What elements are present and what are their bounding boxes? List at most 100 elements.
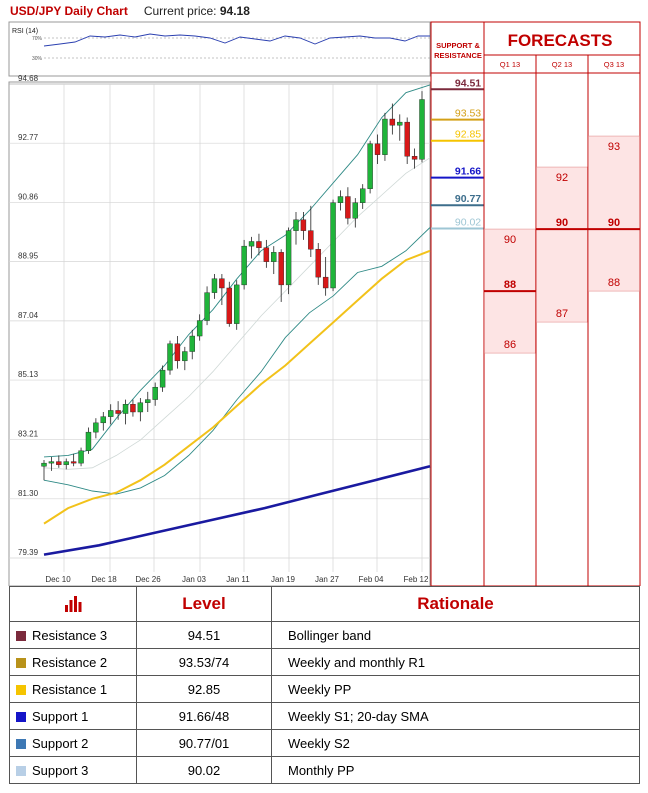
forecast-high-label: 90 [504,234,516,246]
x-tick-label: Feb 04 [359,575,384,584]
candle-body [397,121,403,126]
level-name: Resistance 1 [32,681,108,697]
table-row: Resistance 1 92.85 Weekly PP [9,675,640,703]
candle-body [159,369,166,388]
y-tick-label: 88.95 [18,252,39,261]
candle-body [285,230,292,286]
forecast-mid-label: 88 [504,279,516,291]
rsi-panel: RSI (14) 70% 30% [8,21,431,77]
x-tick-label: Feb 12 [404,575,429,584]
color-swatch [16,765,26,776]
table-row: Support 2 90.77/01 Weekly S2 [9,729,640,757]
level-value: 94.51 [136,621,272,649]
y-tick-label: 79.39 [18,548,39,557]
candle-body [63,461,69,465]
candle-body [234,284,240,324]
candle-body [196,320,203,337]
candle-body [271,252,277,262]
level-name-cell: Resistance 1 [9,675,137,703]
level-value: 93.53/74 [136,648,272,676]
forecast-low-label: 87 [556,308,568,320]
y-tick-label: 94.68 [18,74,39,83]
color-swatch [16,684,26,695]
candle-body [122,404,129,414]
candle-body [115,410,121,414]
price-frame [8,81,431,586]
current-price-value: 94.18 [219,4,250,18]
x-tick-labels: Dec 10 Dec 18 Dec 26 Jan 03 Jan 11 Jan 19 Jan … [45,575,429,584]
rationale-text: Bollinger band [271,621,640,649]
candle-body [293,219,299,231]
level-name: Support 1 [32,708,89,724]
y-tick-label: 92.77 [18,133,39,142]
sr-level-label: 90.02 [455,216,481,228]
sr-level-label: 92.85 [455,129,481,141]
sma-mid-line [43,249,431,525]
level-name-cell: Support 1 [9,702,137,730]
indicator-lines [43,84,431,556]
candle-body [382,118,388,155]
candle-body [345,196,351,219]
x-tick-label: Dec 26 [135,575,161,584]
color-swatch [16,711,26,722]
candle-body [330,202,336,289]
forecast-category-label: Q1 13 [500,60,520,69]
rationale-text: Monthly PP [271,756,640,784]
candle-body [219,278,225,289]
candle-body [389,118,396,126]
rationale-table: Level Rationale Resistance 3 94.51 Bolling… [9,586,640,784]
candle-body [352,202,358,219]
rationale-text: Weekly PP [271,675,640,703]
level-name: Resistance 3 [32,627,108,643]
candle-body [248,241,255,247]
level-name-cell: Resistance 3 [9,621,137,649]
chart-header: USD/JPY Daily Chart Current price: 94.18 [10,4,250,18]
x-tick-label: Jan 03 [182,575,207,584]
rsi-label: RSI (14) [12,28,38,35]
x-tick-label: Jan 27 [315,575,340,584]
candle-body [241,245,247,286]
candle-body [315,249,321,278]
x-tick-label: Jan 19 [271,575,296,584]
y-tick-labels: 94.68 92.77 90.86 88.95 87.04 85.13 83.21 81.30… [18,74,39,557]
forecast-high-label: 92 [556,172,568,184]
y-tick-label: 87.04 [18,311,39,320]
candle-body [48,461,55,464]
candle-body [130,404,136,413]
forecast-category-label: Q3 13 [604,60,624,69]
sr-level-label: 94.51 [455,77,481,89]
candle-body [167,343,173,371]
candle-body [278,252,284,286]
candle-body [322,276,329,289]
level-name-cell: Support 2 [9,729,137,757]
rationale-text: Weekly S2 [271,729,640,757]
level-value: 91.66/48 [136,702,272,730]
forecast-mid-label: 90 [608,217,620,229]
table-row: Resistance 3 94.51 Bollinger band [9,621,640,649]
forecast-low-label: 88 [608,277,620,289]
x-tick-label: Jan 11 [226,575,250,584]
table-header-row: Level Rationale [9,586,640,622]
bollinger-upper-line [43,84,431,458]
level-name-cell: Resistance 2 [9,648,137,676]
candle-body [93,422,99,433]
candle-body [419,99,425,160]
sr-header-line1: SUPPORT & [436,41,480,50]
x-tick-label: Dec 18 [91,575,117,584]
forecast-panel: FORECASTS Q1 13 90 88 86 Q2 13 92 90 87 Q3 13 93 9… [483,21,641,586]
sr-level-label: 91.66 [455,166,481,178]
forecast-high-label: 93 [608,141,620,153]
candle-body [137,402,144,413]
table-header-rationale: Rationale [271,586,640,622]
sr-level-label: 93.53 [455,108,481,120]
current-price-label: Current price: [143,4,217,18]
rsi-frame [8,21,431,77]
level-name: Support 2 [32,735,89,751]
candle-body [182,351,188,362]
bollinger-lower-line [43,227,431,495]
x-grid [63,84,423,572]
sr-column-frame [430,21,485,586]
candle-body [300,219,307,231]
x-tick-label: Dec 10 [45,575,71,584]
bar-chart-icon [65,595,82,612]
